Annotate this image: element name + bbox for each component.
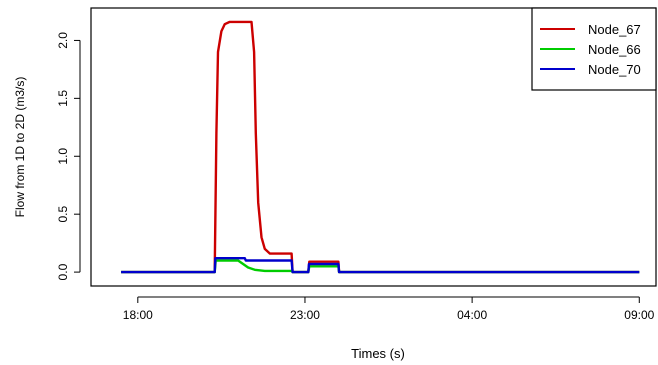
axes-layer: 18:00 23:00 04:00 09:00 0.0 0.5 1.0 1.5 2.0 — [56, 32, 655, 322]
legend: Node_67 Node_66 Node_70 — [531, 7, 657, 91]
y-axis-label: Flow from 1D to 2D (m3/s) — [13, 77, 27, 218]
legend-label: Node_70 — [588, 62, 641, 77]
x-axis-label: Times (s) — [351, 346, 405, 361]
series-line-node-66 — [121, 259, 640, 274]
y-tick-label: 1.5 — [56, 90, 70, 107]
legend-entries: Node_67 Node_66 Node_70 — [540, 22, 641, 77]
x-tick-label: 18:00 — [123, 308, 153, 322]
y-tick-label: 1.0 — [56, 148, 70, 165]
x-tick-label: 04:00 — [457, 308, 487, 322]
y-tick-label: 0.5 — [56, 206, 70, 223]
legend-label: Node_67 — [588, 22, 641, 37]
x-tick-label: 23:00 — [290, 308, 320, 322]
legend-label: Node_66 — [588, 42, 641, 57]
y-tick-label: 0.0 — [56, 263, 70, 280]
x-tick-label: 09:00 — [624, 308, 654, 322]
series-layer — [121, 20, 640, 274]
series-line-node-70 — [121, 257, 640, 274]
y-tick-label: 2.0 — [56, 32, 70, 49]
